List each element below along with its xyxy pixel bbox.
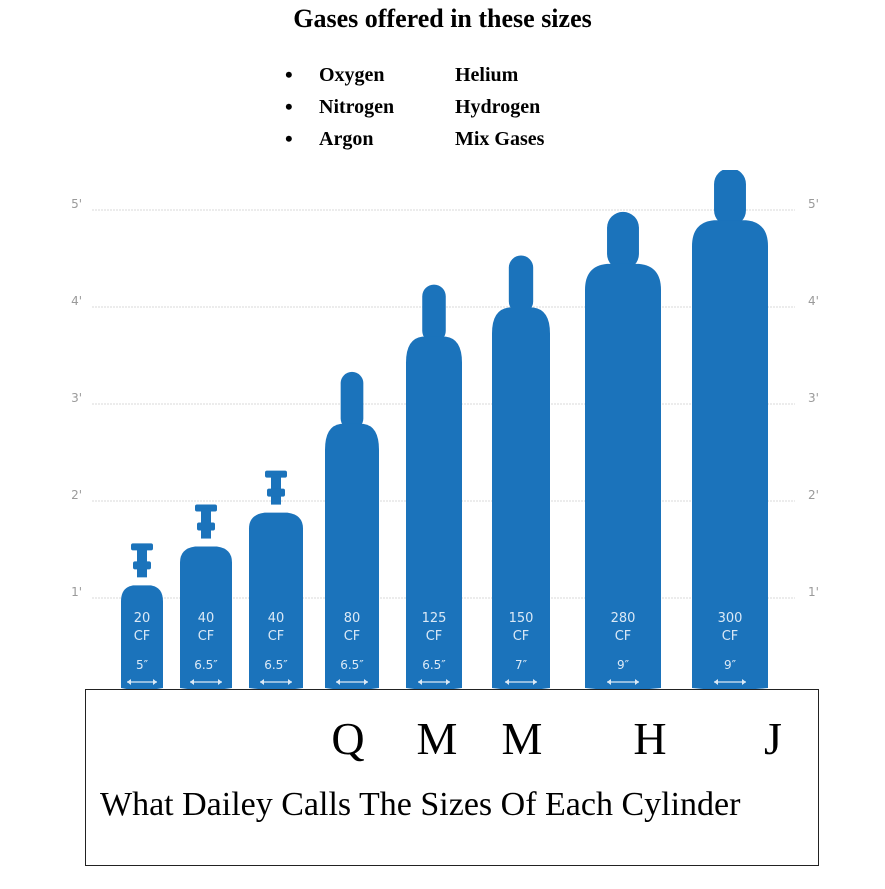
- arrow-head: [714, 679, 718, 685]
- diameter-label: 6.5″: [340, 658, 364, 672]
- arrow-head: [190, 679, 194, 685]
- cylinder-cap: [508, 255, 534, 314]
- arrow-head: [336, 679, 340, 685]
- gas-list: • Oxygen Helium • Nitrogen Hydrogen • Ar…: [285, 62, 615, 158]
- diameter-label: 6.5″: [194, 658, 218, 672]
- arrow-head: [742, 679, 746, 685]
- cylinder-cap: [422, 284, 446, 343]
- capacity-label: 150: [509, 611, 534, 626]
- capacity-label: 125: [422, 611, 447, 626]
- size-name-m: M: [416, 713, 458, 764]
- valve-body: [133, 561, 151, 570]
- diameter-label: 9″: [617, 658, 630, 672]
- unit-label: CF: [344, 629, 361, 644]
- arrow-head: [607, 679, 611, 685]
- size-name-q: Q: [331, 713, 365, 764]
- y-tick-label: 4': [808, 294, 819, 308]
- cylinder-cap: [714, 170, 746, 227]
- valve-body: [267, 488, 285, 497]
- cylinder-bar: [121, 585, 163, 690]
- arrow-head: [218, 679, 222, 685]
- capacity-label: 40: [268, 611, 285, 626]
- unit-label: CF: [513, 629, 530, 644]
- caption: What Dailey Calls The Sizes Of Each Cyli…: [100, 786, 741, 823]
- y-tick-label: 5': [71, 197, 82, 211]
- arrow-head: [153, 679, 157, 685]
- gas-list-item: • Nitrogen Hydrogen: [285, 94, 615, 126]
- gas-name: Argon: [319, 128, 374, 150]
- unit-label: CF: [198, 629, 215, 644]
- arrow-head: [127, 679, 131, 685]
- unit-label: CF: [722, 629, 739, 644]
- cylinder-name-box: What Dailey Calls The Sizes Of Each Cyli…: [85, 689, 819, 866]
- arrow-head: [364, 679, 368, 685]
- cylinder-bar: [325, 423, 379, 690]
- gas-list-item: • Oxygen Helium: [285, 62, 615, 94]
- size-name-h: H: [633, 713, 667, 764]
- cylinder-size-chart: 1' 1' 2' 2' 3' 3' 4' 4' 5' 5' 20 CF 5″ 40 CF 6.5″ 40 CF 6.…: [71, 170, 819, 690]
- unit-label: CF: [615, 629, 632, 644]
- bullet-icon: •: [285, 62, 293, 87]
- gas-name: Oxygen: [319, 64, 385, 86]
- size-name-j: J: [764, 713, 782, 764]
- diameter-label: 6.5″: [422, 658, 446, 672]
- capacity-label: 300: [718, 611, 743, 626]
- valve-icon: [131, 543, 153, 551]
- gas-name: Mix Gases: [455, 128, 545, 150]
- valve-icon: [195, 504, 217, 512]
- bullet-icon: •: [285, 126, 293, 151]
- arrow-head: [260, 679, 264, 685]
- chart-title: Gases offered in these sizes: [293, 4, 592, 33]
- unit-label: CF: [426, 629, 443, 644]
- arrow-head: [505, 679, 509, 685]
- valve-body: [197, 522, 215, 531]
- capacity-label: 20: [134, 611, 151, 626]
- y-tick-label: 2': [808, 488, 819, 502]
- diameter-label: 9″: [724, 658, 737, 672]
- cylinder-cap: [607, 211, 639, 270]
- gas-name: Hydrogen: [455, 96, 541, 118]
- gas-name: Nitrogen: [319, 96, 395, 118]
- size-name-m: M: [501, 713, 543, 764]
- y-tick-label: 1': [71, 585, 82, 599]
- capacity-label: 280: [611, 611, 636, 626]
- valve-icon: [265, 470, 287, 478]
- gas-list-item: • Argon Mix Gases: [285, 126, 615, 158]
- y-tick-label: 1': [808, 585, 819, 599]
- cylinder-bar: [249, 512, 303, 690]
- unit-label: CF: [134, 629, 151, 644]
- diameter-label: 6.5″: [264, 658, 288, 672]
- y-tick-label: 3': [808, 391, 819, 405]
- unit-label: CF: [268, 629, 285, 644]
- cylinder-bar: [692, 220, 768, 690]
- gas-name: Helium: [455, 64, 519, 86]
- arrow-head: [418, 679, 422, 685]
- arrow-head: [288, 679, 292, 685]
- diameter-label: 7″: [515, 658, 528, 672]
- cylinder-cap: [340, 371, 364, 430]
- cylinder-bar: [180, 546, 232, 690]
- arrow-head: [533, 679, 537, 685]
- arrow-head: [635, 679, 639, 685]
- diameter-label: 5″: [136, 658, 149, 672]
- cylinder-bar: [492, 307, 550, 690]
- y-tick-label: 5': [808, 197, 819, 211]
- y-tick-label: 2': [71, 488, 82, 502]
- cylinder-bar: [585, 263, 661, 690]
- capacity-label: 80: [344, 611, 361, 626]
- arrow-head: [446, 679, 450, 685]
- bullet-icon: •: [285, 94, 293, 119]
- y-tick-label: 4': [71, 294, 82, 308]
- y-tick-label: 3': [71, 391, 82, 405]
- cylinder-bar: [406, 336, 462, 690]
- capacity-label: 40: [198, 611, 215, 626]
